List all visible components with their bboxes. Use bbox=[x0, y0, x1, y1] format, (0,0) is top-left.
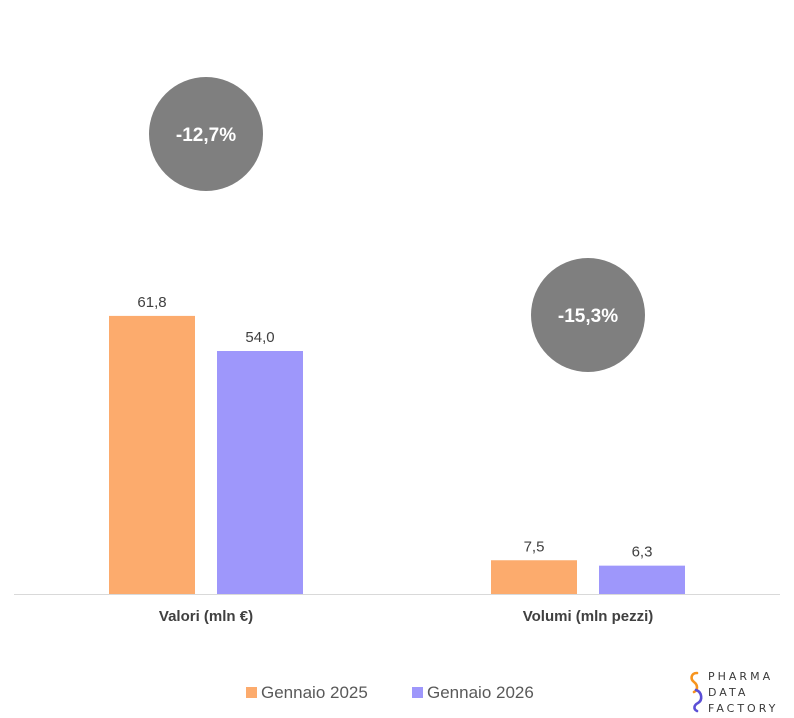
logo-text: PHARMA DATA FACTORY bbox=[708, 670, 779, 715]
category-label-1: Valori (mln €) bbox=[159, 608, 253, 625]
pharma-data-factory-logo: PHARMA DATA FACTORY bbox=[688, 668, 792, 716]
bar-1-1 bbox=[109, 315, 195, 594]
bar-2-1 bbox=[217, 351, 303, 594]
data-label-2-2: 6,3 bbox=[632, 544, 653, 561]
legend-label-1: Gennaio 2025 bbox=[261, 683, 368, 702]
legend-label-2: Gennaio 2026 bbox=[427, 683, 534, 702]
bar-1-2 bbox=[491, 560, 577, 594]
category-label-2: Volumi (mln pezzi) bbox=[523, 608, 654, 625]
change-label-1: -12,7% bbox=[176, 125, 236, 146]
data-label-1-1: 61,8 bbox=[137, 294, 166, 311]
legend-swatch-2 bbox=[412, 687, 423, 698]
bar-2-2 bbox=[599, 565, 685, 594]
data-label-2-1: 54,0 bbox=[245, 329, 274, 346]
logo-mark-icon bbox=[690, 671, 703, 713]
legend-swatch-1 bbox=[246, 687, 257, 698]
change-label-2: -15,3% bbox=[558, 306, 618, 327]
change-bubble-1 bbox=[149, 77, 263, 191]
data-label-1-2: 7,5 bbox=[524, 538, 545, 555]
change-bubble-2 bbox=[531, 258, 645, 372]
